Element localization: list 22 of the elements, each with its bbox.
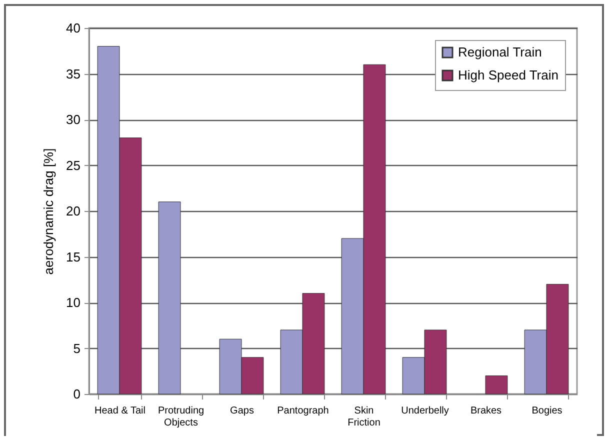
legend-label: Regional Train	[458, 44, 542, 60]
y-tick-label: 25	[66, 158, 80, 173]
x-tick-label: Pantograph	[277, 406, 329, 416]
y-tick-label: 40	[66, 20, 80, 36]
y-axis-title: aerodynamic drag [%]	[41, 148, 56, 275]
x-tick-label: Gaps	[230, 406, 254, 416]
x-tick-label: Bogies	[532, 406, 562, 416]
x-tick-label: Head & Tail	[94, 406, 146, 416]
y-tick-label: 15	[66, 249, 80, 264]
y-tick-label: 10	[66, 295, 80, 310]
x-tick-label: Protruding Objects	[158, 406, 204, 428]
legend-label: High Speed Train	[458, 68, 558, 82]
y-tick-label: 30	[66, 112, 80, 127]
bar	[485, 375, 508, 394]
x-tick-label: Skin Friction	[348, 406, 380, 428]
y-tick-label: 20	[66, 204, 80, 218]
y-tick-label: 5	[73, 340, 80, 356]
y-tick-label: 0	[73, 386, 80, 402]
bar	[158, 202, 181, 394]
y-tick-label: 35	[66, 66, 80, 82]
x-tick-label: Brakes	[470, 406, 502, 416]
x-tick-label: Underbelly	[401, 406, 449, 416]
